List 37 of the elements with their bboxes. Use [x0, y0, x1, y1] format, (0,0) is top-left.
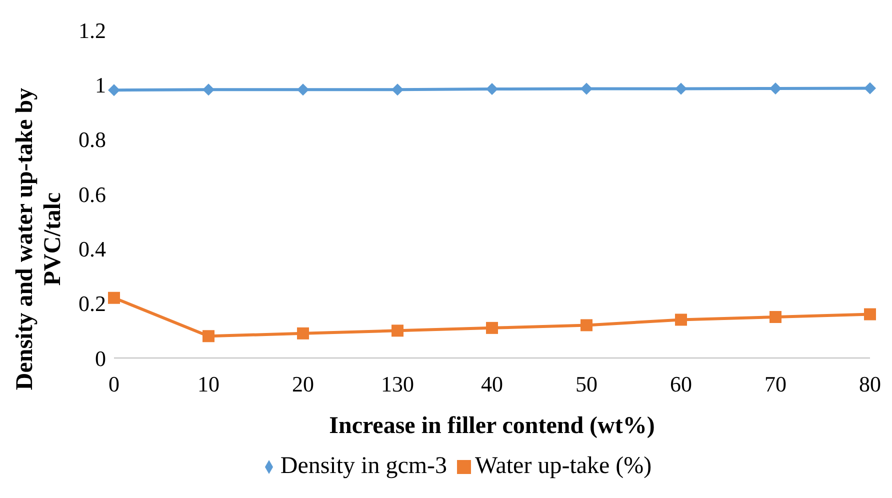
- point: [108, 292, 120, 304]
- point: [392, 324, 404, 337]
- x-tick-label: 10: [198, 372, 220, 397]
- y-tick-label: 1.2: [78, 18, 106, 43]
- point: [770, 311, 782, 323]
- point: [675, 314, 687, 326]
- y-tick-label: 0.4: [78, 236, 106, 262]
- x-tick-label: 50: [576, 372, 598, 397]
- legend-label: Water up-take (%): [475, 453, 652, 479]
- point: [486, 322, 498, 334]
- point: [486, 83, 498, 96]
- x-tick-label: 60: [670, 372, 692, 397]
- y-tick-label: 0: [95, 346, 106, 371]
- x-tick-label: 40: [481, 372, 503, 397]
- y-axis-title: Density and water up-take by PVC/talc: [12, 88, 66, 390]
- legend-label: Density in gcm-3: [280, 453, 447, 479]
- point: [297, 84, 309, 96]
- x-tick-label: 130: [381, 372, 414, 397]
- y-tick-label: 1: [95, 72, 106, 98]
- y-tick-label: 0.8: [78, 127, 106, 152]
- point: [770, 82, 782, 94]
- y-tick-label: 0.6: [78, 182, 106, 207]
- point: [580, 82, 592, 95]
- point: [108, 84, 120, 96]
- point: [392, 84, 404, 96]
- point: [202, 84, 214, 96]
- x-tick-label: 80: [859, 372, 881, 397]
- point: [580, 319, 592, 332]
- point: [202, 330, 214, 342]
- x-axis-title: Increase in filler contend (wt%): [329, 413, 655, 439]
- point: [297, 327, 309, 340]
- point: [864, 82, 876, 94]
- x-tick-label: 70: [764, 372, 786, 397]
- point: [675, 82, 687, 95]
- x-tick-label: 20: [292, 372, 314, 397]
- point: [864, 308, 876, 320]
- y-tick-label: 0.2: [78, 291, 106, 316]
